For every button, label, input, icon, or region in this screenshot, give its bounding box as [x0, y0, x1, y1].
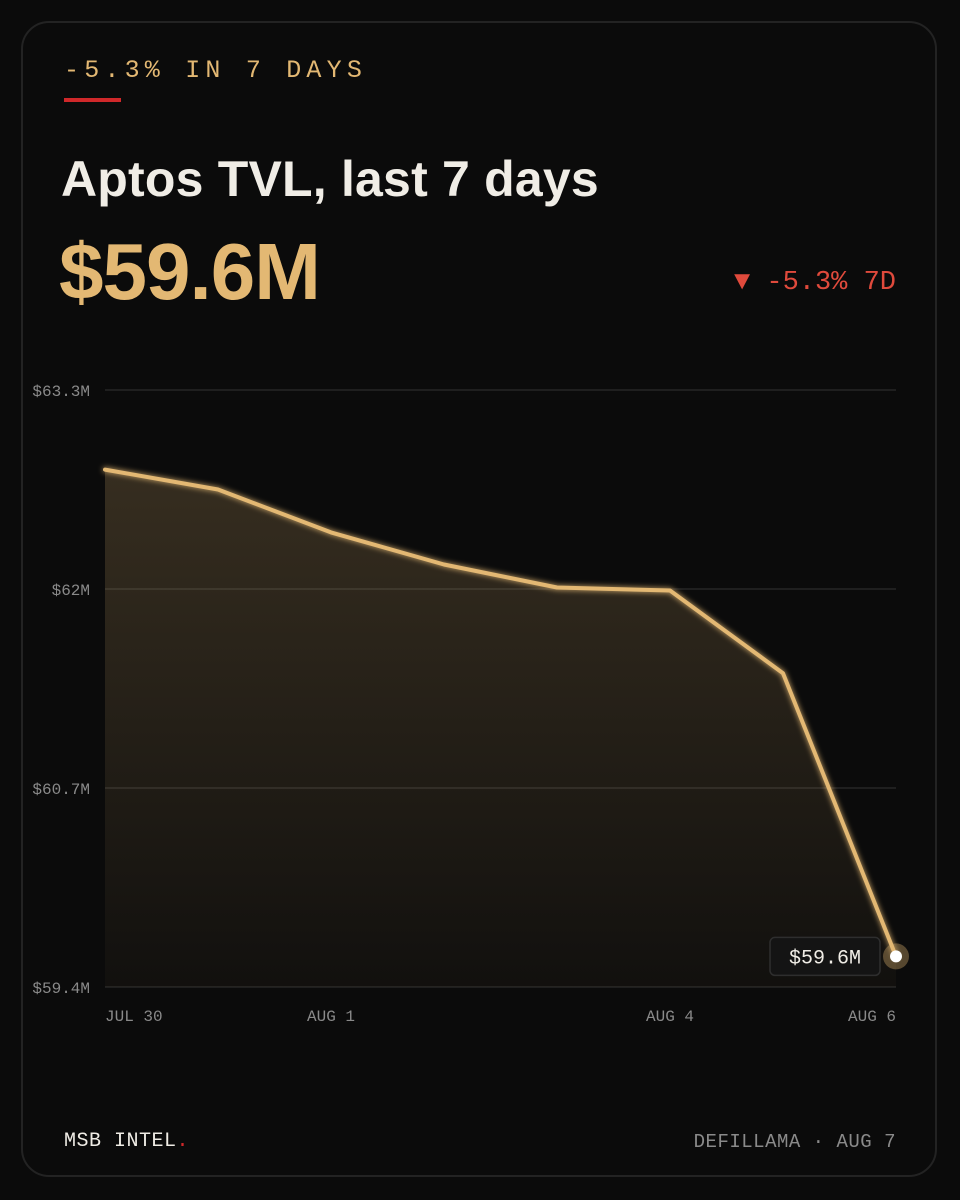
x-tick-label: AUG 1 [307, 1008, 355, 1026]
callout-box [769, 936, 881, 977]
footer-source: DEFILLAMA · AUG 7 [693, 1131, 896, 1153]
y-tick-label: $63.3M [32, 383, 90, 401]
kicker-underline [64, 98, 121, 102]
data-point [442, 563, 446, 567]
y-tick-label: $62M [52, 582, 90, 600]
series-line [103, 467, 898, 959]
x-tick-label: JUL 30 [105, 1008, 163, 1026]
data-point [781, 671, 785, 675]
data-point [329, 530, 333, 534]
y-tick-label: $59.4M [32, 980, 90, 998]
chart-title: Aptos TVL, last 7 days [61, 151, 599, 207]
kicker-text: -5.3% IN 7 DAYS [64, 56, 368, 85]
data-point [216, 488, 220, 492]
footer-brand: MSB INTEL. [64, 1130, 189, 1153]
y-tick-label: $60.7M [32, 781, 90, 799]
last-point [890, 950, 902, 963]
last-value-callout: $59.6M [769, 936, 881, 977]
data-point [668, 589, 672, 593]
x-tick-label: AUG 6 [848, 1008, 896, 1026]
current-value: $59.6M [59, 227, 321, 316]
callout-label: $59.6M [789, 947, 861, 970]
brand-dot: . [176, 1130, 190, 1153]
change-badge: ▼ -5.3% 7D [733, 268, 896, 298]
area-fill [105, 469, 896, 988]
x-axis-ticks: JUL 30 AUG 1 AUG 4 AUG 6 [105, 1008, 896, 1026]
y-axis-ticks: $63.3M $62M $60.7M $59.4M [32, 383, 90, 998]
data-point [103, 468, 107, 472]
data-point [555, 585, 559, 589]
x-tick-label: AUG 4 [646, 1008, 694, 1026]
data-points [103, 468, 909, 970]
brand-name: MSB INTEL [64, 1130, 177, 1153]
